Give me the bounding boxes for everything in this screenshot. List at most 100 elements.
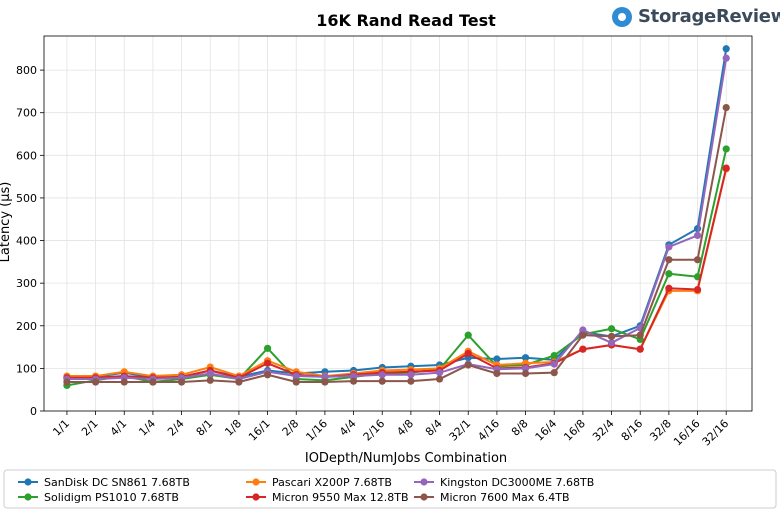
series (63, 145, 730, 390)
data-point (464, 349, 472, 358)
data-point (636, 331, 644, 339)
x-tick-label: 2/8 (280, 417, 302, 439)
legend-label: Micron 9550 Max 12.8TB (272, 491, 409, 504)
y-tick-label: 700 (16, 107, 37, 120)
x-tick-label: 8/4 (423, 417, 445, 439)
legend-label: SanDisk DC SN861 7.68TB (44, 476, 190, 489)
y-axis-label: Latency (µs) (0, 182, 13, 263)
data-point (579, 331, 587, 339)
x-tick-label: 32/4 (590, 417, 617, 444)
data-point (177, 378, 186, 386)
legend-box (3, 469, 777, 509)
x-tick-label: 2/1 (79, 417, 101, 439)
data-point (550, 352, 558, 360)
y-tick-label: 0 (30, 405, 37, 418)
data-point (378, 377, 386, 385)
data-point (550, 369, 558, 377)
legend-label: Micron 7600 Max 6.4TB (440, 491, 570, 504)
series-line (66, 48, 728, 379)
x-tick-label: 8/1 (194, 417, 216, 439)
data-point (665, 270, 673, 278)
brand-name: StorageReview (638, 6, 780, 27)
y-tick-label: 400 (16, 235, 37, 248)
data-point (349, 372, 358, 380)
data-point (493, 355, 501, 363)
data-point (665, 284, 673, 292)
data-point (63, 378, 71, 386)
x-tick-label: 2/16 (361, 417, 388, 444)
x-axis-label: IODepth/NumJobs Combination (305, 451, 507, 466)
legend-swatch-marker (420, 493, 428, 501)
x-tick-label: 4/1 (108, 417, 130, 439)
x-tick-label: 16/4 (533, 417, 560, 444)
x-tick-label: 32/16 (700, 417, 732, 449)
data-point (550, 360, 558, 368)
data-point (149, 378, 157, 386)
data-point (263, 344, 272, 352)
legend: SanDisk DC SN861 7.68TB Solidigm PS1010 7… (3, 469, 777, 509)
y-tick-label: 200 (16, 320, 37, 333)
data-point (722, 54, 730, 62)
legend-swatch-marker (420, 478, 428, 486)
data-point (206, 369, 214, 378)
storage-review-logo-icon (612, 6, 632, 27)
data-point (579, 326, 587, 334)
series-line (66, 168, 728, 378)
data-point (636, 345, 644, 353)
x-tick-label: 4/8 (394, 417, 416, 439)
data-point (722, 103, 730, 112)
data-point (722, 164, 730, 172)
x-tick-label: 1/8 (222, 417, 244, 439)
y-tick-label: 300 (16, 277, 37, 290)
data-point (321, 373, 329, 381)
y-tick-label: 800 (16, 64, 37, 77)
data-point (579, 345, 587, 353)
data-point (722, 45, 730, 53)
data-point (521, 354, 530, 362)
data-point (435, 369, 444, 377)
legend-label: Pascari X200P 7.68TB (272, 476, 392, 489)
data-point (263, 371, 272, 379)
legend-label: Solidigm PS1010 7.68TB (44, 491, 179, 504)
data-point (722, 145, 730, 153)
data-point (321, 378, 329, 386)
data-point (292, 372, 300, 380)
x-tick-label: 16/8 (561, 417, 588, 444)
data-point (91, 378, 100, 386)
series (63, 164, 730, 382)
data-point (120, 378, 128, 386)
data-point (378, 371, 386, 379)
data-point (435, 375, 444, 383)
data-point (206, 376, 214, 384)
data-point (521, 369, 530, 378)
x-tick-label: 16/16 (671, 417, 703, 449)
x-tick-label: 8/16 (619, 417, 646, 444)
data-point (693, 256, 702, 264)
axes: 0 100 200 300 400 500 600 700 800 1/1 2/1 4/1 1/4 2/4… (16, 35, 753, 449)
data-point (607, 339, 616, 347)
data-point (693, 285, 702, 294)
x-tick-label: 1/1 (50, 417, 72, 439)
x-tick-label: 8/8 (509, 417, 531, 439)
series (63, 54, 730, 383)
data-point (521, 364, 530, 372)
legend-swatch-marker (252, 493, 260, 501)
data-point (464, 331, 472, 339)
chart-title: 16K Rand Read Test (316, 11, 496, 30)
x-tick-label: 4/4 (337, 417, 359, 439)
data-point (493, 369, 501, 378)
data-point (693, 231, 702, 240)
legend-label: Kingston DC3000ME 7.68TB (440, 476, 594, 489)
x-tick-label: 4/16 (475, 417, 502, 444)
brand-logo: StorageReview (612, 6, 780, 27)
data-point (349, 377, 358, 385)
data-point (665, 243, 673, 251)
data-point (464, 361, 472, 369)
legend-swatch-marker (252, 478, 260, 486)
data-point (235, 378, 243, 386)
series-line (66, 167, 728, 379)
series-line (66, 58, 728, 381)
data-point (407, 377, 415, 385)
